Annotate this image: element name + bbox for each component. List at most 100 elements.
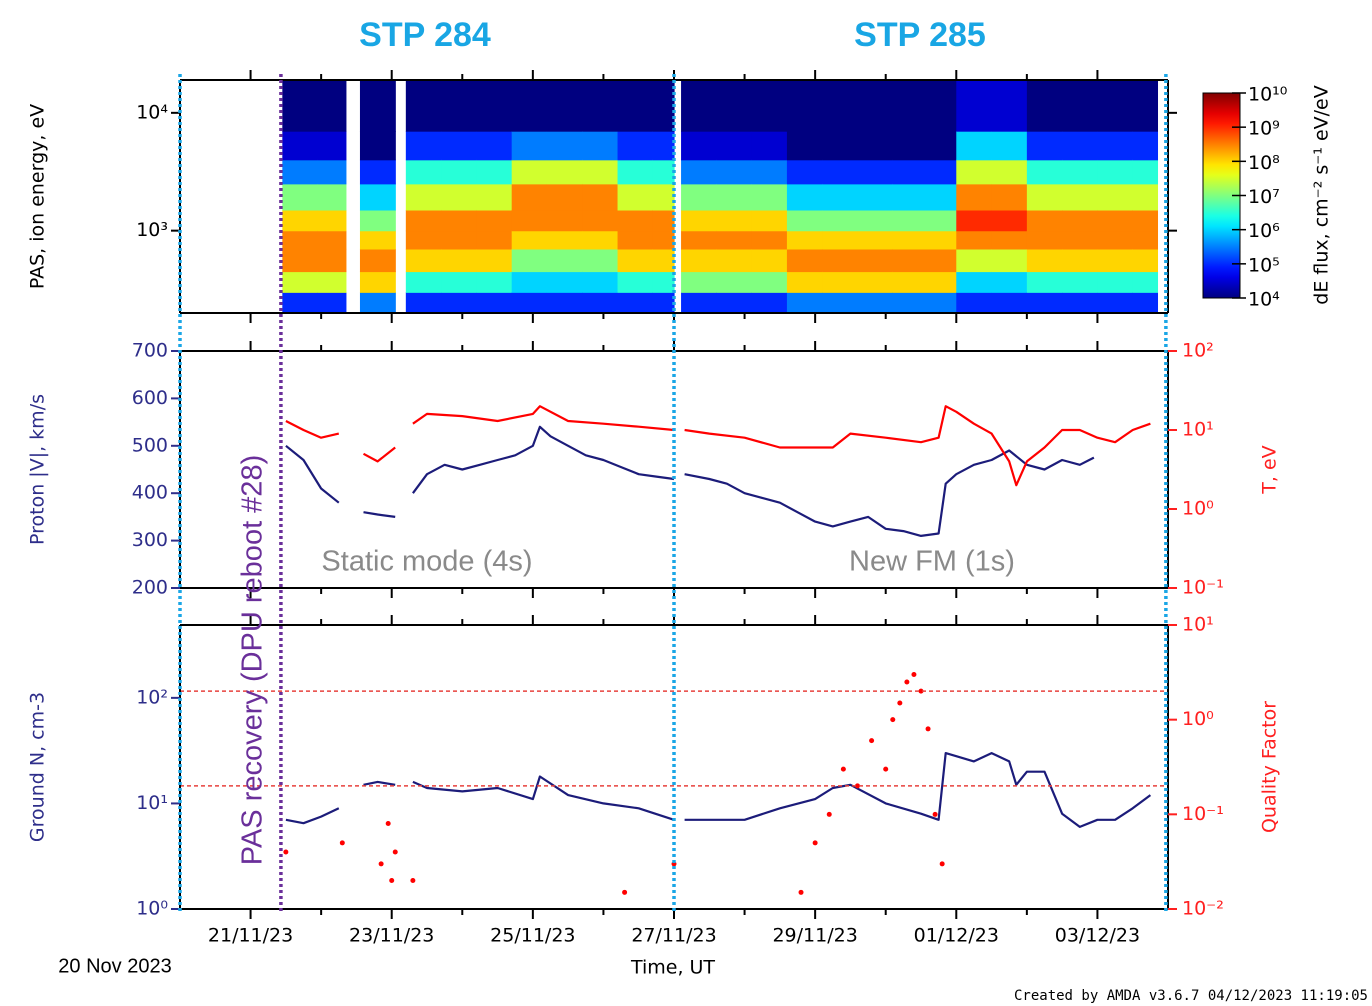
heatmap-cell xyxy=(716,292,753,314)
heatmap-cell xyxy=(1097,292,1134,314)
heatmap-cell xyxy=(751,209,788,232)
heatmap-cell xyxy=(317,248,347,273)
heatmap-cell xyxy=(652,271,675,293)
heatmap-cell xyxy=(652,131,675,161)
heatmap-cell xyxy=(1132,271,1159,293)
y-tick-label: 10² xyxy=(136,686,168,708)
stp-title: STP 284 xyxy=(359,16,491,54)
heatmap-cell xyxy=(1097,209,1134,232)
heatmap-cell xyxy=(359,230,396,250)
heatmap-cell xyxy=(892,209,922,232)
heatmap-cell xyxy=(716,183,753,211)
heatmap-cell xyxy=(956,159,993,185)
heatmap-cell xyxy=(681,209,717,232)
heatmap-cell xyxy=(511,271,548,293)
heatmap-cell xyxy=(582,209,619,232)
heatmap-cell xyxy=(921,159,957,185)
heatmap-cell xyxy=(441,209,477,232)
heatmap-cell xyxy=(991,209,1028,232)
heatmap-cell xyxy=(857,209,894,232)
heatmap-cell xyxy=(652,209,675,232)
heatmap-cell xyxy=(1062,248,1099,273)
heatmap-cell xyxy=(1062,209,1099,232)
y-tick-label: 10⁰ xyxy=(136,898,168,920)
heatmap-cell xyxy=(282,183,319,211)
heatmap-cell xyxy=(991,183,1028,211)
x-tick-label: 21/11/23 xyxy=(208,925,293,947)
x-tick-label: 29/11/23 xyxy=(772,925,857,947)
heatmap-cell xyxy=(546,131,583,161)
heatmap-cell xyxy=(476,131,513,161)
heatmap-cell xyxy=(546,80,583,132)
heatmap-cell xyxy=(405,248,442,273)
heatmap-cell xyxy=(892,230,922,250)
heatmap-cell xyxy=(617,183,654,211)
colorbar-tick-label: 10¹⁰ xyxy=(1248,84,1287,106)
heatmap-cell xyxy=(1132,209,1159,232)
heatmap-cell xyxy=(476,271,513,293)
heatmap-cell xyxy=(511,230,548,250)
heatmap-cell xyxy=(1132,80,1159,132)
heatmap-cell xyxy=(681,159,717,185)
heatmap-cell xyxy=(282,230,319,250)
heatmap-cell xyxy=(476,248,513,273)
heatmap-cell xyxy=(857,183,894,211)
y2-tick-label: 10⁻¹ xyxy=(1182,577,1224,599)
annotation: Static mode (4s) xyxy=(321,546,532,578)
x-tick-label: 25/11/23 xyxy=(490,925,575,947)
y-tick-label: 10⁴ xyxy=(136,101,168,123)
heatmap-cell xyxy=(956,80,993,132)
heatmap-cell xyxy=(511,159,548,185)
heatmap-cell xyxy=(892,183,922,211)
heatmap-cell xyxy=(822,159,859,185)
heatmap-cell xyxy=(317,131,347,161)
heatmap-cell xyxy=(617,131,654,161)
heatmap-cell xyxy=(1097,159,1134,185)
heatmap-cell xyxy=(405,209,442,232)
y-tick-label: 500 xyxy=(132,434,168,456)
heatmap-cell xyxy=(921,80,957,132)
heatmap-cell xyxy=(921,292,957,314)
heatmap-cell xyxy=(892,131,922,161)
heatmap-cell xyxy=(582,131,619,161)
data-point xyxy=(869,738,875,744)
heatmap-cell xyxy=(1132,183,1159,211)
heatmap-cell xyxy=(582,248,619,273)
heatmap-cell xyxy=(546,271,583,293)
heatmap-cell xyxy=(476,159,513,185)
heatmap-cell xyxy=(1062,292,1099,314)
heatmap-cell xyxy=(921,248,957,273)
colorbar-tick-label: 10⁵ xyxy=(1248,254,1280,276)
heatmap-cell xyxy=(1062,271,1099,293)
heatmap-cell xyxy=(786,292,823,314)
heatmap-cell xyxy=(716,248,753,273)
heatmap-cell xyxy=(751,159,788,185)
x-tick-label: 01/12/23 xyxy=(914,925,999,947)
heatmap-cell xyxy=(681,292,717,314)
heatmap-cell xyxy=(1062,183,1099,211)
heatmap-cell xyxy=(1026,248,1063,273)
heatmap-cell xyxy=(582,183,619,211)
heatmap-cell xyxy=(511,80,548,132)
heatmap-cell xyxy=(546,209,583,232)
heatmap-cell xyxy=(476,183,513,211)
x-tick-label: 23/11/23 xyxy=(349,925,434,947)
heatmap-cell xyxy=(359,183,396,211)
heatmap-cell xyxy=(921,131,957,161)
heatmap-cell xyxy=(359,80,396,132)
y-axis-label: PAS, ion energy, eV xyxy=(27,104,49,289)
heatmap-cell xyxy=(991,159,1028,185)
heatmap-cell xyxy=(751,248,788,273)
heatmap-cell xyxy=(716,159,753,185)
heatmap-cell xyxy=(617,292,654,314)
heatmap-cell xyxy=(786,80,823,132)
heatmap-cell xyxy=(1097,131,1134,161)
heatmap-cell xyxy=(1062,230,1099,250)
heatmap-cell xyxy=(857,230,894,250)
credit: Created by AMDA v3.6.7 04/12/2023 11:19:… xyxy=(1014,988,1368,1004)
colorbar-tick-label: 10⁷ xyxy=(1248,186,1280,208)
data-point xyxy=(911,671,917,677)
heatmap-cell xyxy=(991,292,1028,314)
heatmap-cell xyxy=(511,183,548,211)
heatmap-cell xyxy=(441,248,477,273)
